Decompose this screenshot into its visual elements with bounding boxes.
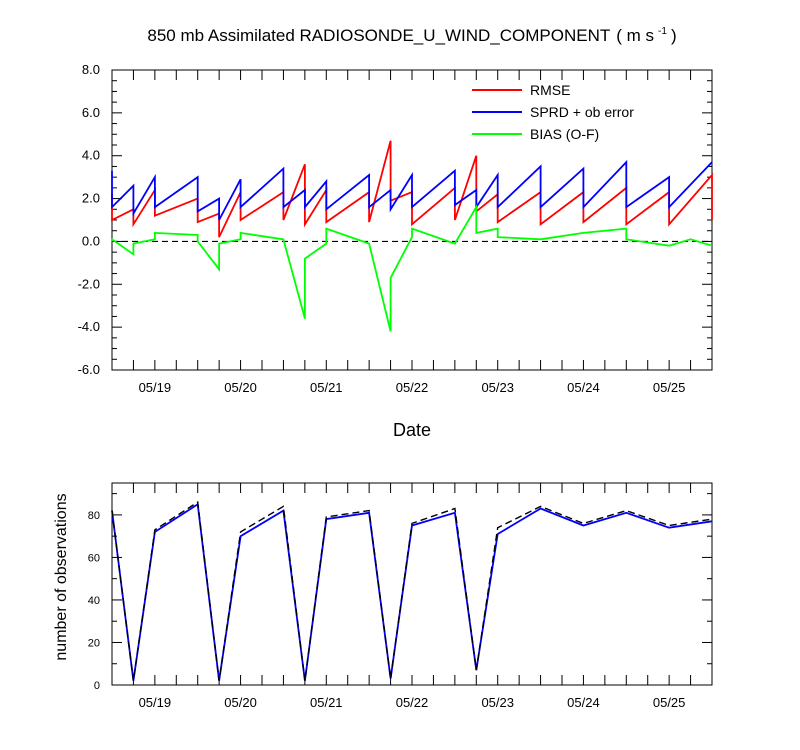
- y-tick-label: -2.0: [78, 276, 100, 291]
- y-tick-label: 20: [88, 637, 100, 649]
- chart-title-main: 850 mb Assimilated RADIOSONDE_U_WIND_COM…: [147, 26, 610, 45]
- top-panel: 8.06.04.02.00.0-2.0-4.0-6.0 05/19 05/20 05…: [78, 62, 713, 440]
- chart-title-units-exponent: -1: [658, 26, 667, 37]
- bottom-y-tick-labels: 0 20 40 60 80: [88, 510, 100, 692]
- x-tick-label: 05/19: [139, 695, 172, 710]
- top-axis-ticks: [112, 69, 712, 371]
- series-line-bias-o-f: [111, 203, 713, 332]
- bottom-panel: 0 20 40 60 80 05/19 05/20 05/21 05/22 05/23 05/24…: [53, 482, 713, 710]
- x-tick-label: 05/19: [139, 380, 172, 395]
- legend-entry: BIAS (O-F): [530, 126, 599, 142]
- x-tick-label: 05/25: [653, 695, 686, 710]
- legend-entry: RMSE: [530, 82, 570, 98]
- x-tick-label: 05/20: [224, 695, 257, 710]
- y-axis-label-observations: number of observations: [53, 493, 70, 660]
- x-tick-label: 05/21: [310, 695, 343, 710]
- bottom-x-tick-labels: 05/19 05/20 05/21 05/22 05/23 05/24 05/25: [139, 695, 686, 710]
- y-tick-label: 40: [88, 595, 100, 607]
- legend: RMSE SPRD + ob error BIAS (O-F): [472, 82, 634, 142]
- top-series-group: [111, 140, 713, 332]
- top-y-tick-labels: 8.0 6.0 4.0 2.0 0.0 -2.0 -4.0 -6.0: [78, 62, 100, 377]
- x-tick-label: 05/22: [396, 695, 429, 710]
- legend-entry: SPRD + ob error: [530, 104, 634, 120]
- x-tick-label: 05/25: [653, 380, 686, 395]
- chart-title-units: ( m s: [616, 26, 654, 45]
- y-tick-label: 4.0: [82, 148, 100, 163]
- chart-title: 850 mb Assimilated RADIOSONDE_U_WIND_COM…: [147, 26, 676, 45]
- y-tick-label: -4.0: [78, 319, 100, 334]
- x-tick-label: 05/23: [481, 380, 514, 395]
- y-tick-label: 6.0: [82, 105, 100, 120]
- y-tick-label: 0: [94, 680, 100, 692]
- bottom-axis-ticks: [112, 483, 712, 686]
- y-tick-label: -6.0: [78, 362, 100, 377]
- series-line-possible: [111, 500, 713, 681]
- bottom-series-group: [111, 500, 713, 681]
- chart-title-units-close: ): [671, 26, 677, 45]
- y-tick-label: 0.0: [82, 233, 100, 248]
- y-tick-label: 8.0: [82, 62, 100, 77]
- x-tick-label: 05/22: [396, 380, 429, 395]
- x-tick-label: 05/24: [567, 380, 600, 395]
- y-tick-label: 80: [88, 510, 100, 522]
- x-tick-label: 05/20: [224, 380, 257, 395]
- top-x-tick-labels: 05/19 05/20 05/21 05/22 05/23 05/24 05/25: [139, 380, 686, 395]
- x-tick-label: 05/24: [567, 695, 600, 710]
- x-tick-label: 05/23: [481, 695, 514, 710]
- y-tick-label: 60: [88, 552, 100, 564]
- x-axis-label: Date: [393, 420, 431, 440]
- series-line-used: [111, 502, 713, 681]
- series-line-sprd-ob-error: [111, 159, 713, 221]
- y-tick-label: 2.0: [82, 191, 100, 206]
- x-tick-label: 05/21: [310, 380, 343, 395]
